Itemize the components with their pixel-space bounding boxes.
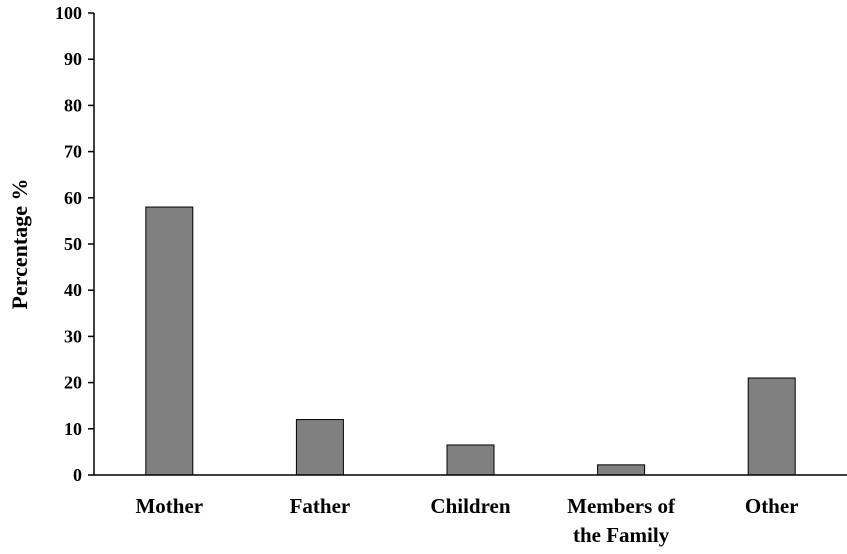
x-category-label: Father — [290, 494, 351, 518]
x-category-label: Members of — [567, 494, 676, 518]
y-tick-label: 10 — [64, 419, 82, 439]
x-category-label: Children — [430, 494, 510, 518]
bar — [446, 444, 495, 476]
y-tick-label: 40 — [64, 280, 82, 300]
bar — [145, 206, 194, 476]
y-tick-label: 20 — [64, 373, 82, 393]
y-tick-label: 100 — [55, 3, 82, 23]
y-tick-label: 90 — [64, 49, 82, 69]
bar — [747, 377, 796, 476]
y-tick-label: 50 — [64, 234, 82, 254]
x-category-label: the Family — [573, 523, 670, 547]
y-tick-label: 80 — [64, 95, 82, 115]
bar — [597, 464, 646, 476]
bars — [145, 206, 796, 476]
y-tick-label: 60 — [64, 188, 82, 208]
y-axis-title: Percentage % — [7, 179, 32, 310]
x-axis-labels: Mother Father Children Members of the Family… — [135, 494, 798, 547]
x-category-label: Mother — [135, 494, 203, 518]
y-axis-ticks: 0 10 20 30 40 50 60 70 80 90 100 — [55, 3, 94, 485]
y-tick-label: 30 — [64, 326, 82, 346]
y-tick-label: 70 — [64, 142, 82, 162]
y-tick-label: 0 — [73, 465, 82, 485]
x-category-label: Other — [745, 494, 799, 518]
bar — [295, 419, 344, 476]
